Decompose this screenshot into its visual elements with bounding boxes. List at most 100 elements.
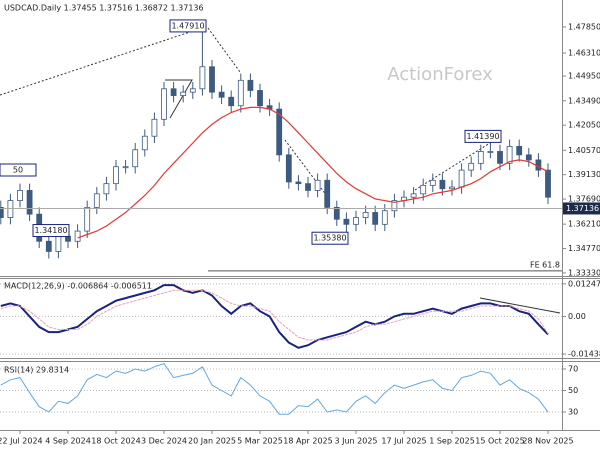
- candle-body: [228, 96, 235, 107]
- candle-body: [333, 206, 340, 220]
- candle-body: [132, 149, 139, 168]
- annotation-box: [32, 224, 70, 238]
- plot-layer: USDCAD.Daily 1.37455 1.37516 1.36872 1.3…: [0, 4, 600, 446]
- candle-body: [218, 91, 225, 98]
- x-tick-label: 15 Oct 2025: [475, 437, 524, 446]
- price-label-box: [563, 202, 600, 215]
- triangle: [165, 79, 193, 119]
- y-tick-label: 1.42050: [568, 121, 600, 130]
- annotation: 50: [13, 166, 23, 175]
- candle-body: [103, 183, 110, 195]
- x-tick-label: 17 Jul 2025: [381, 437, 426, 446]
- y-tick-label: 50: [568, 386, 578, 395]
- y-tick-label: 1.46310: [568, 49, 600, 58]
- panel-title: USDCAD.Daily 1.37455 1.37516 1.36872 1.3…: [4, 4, 204, 13]
- candle-body: [535, 159, 542, 171]
- x-tick-label: 3 Jun 2025: [334, 437, 377, 446]
- candle-body: [506, 145, 513, 164]
- series-line: [0, 363, 549, 415]
- candle-body: [458, 169, 465, 188]
- candle-body: [449, 186, 455, 190]
- candle-body: [439, 179, 446, 190]
- candle-body: [477, 151, 484, 164]
- annotation: 1.47910: [171, 21, 204, 30]
- drawings: [0, 26, 561, 314]
- panel-title: RSI(14) 29.8314: [4, 366, 69, 375]
- candle-body: [324, 179, 331, 208]
- x-tick-label: 28 Nov 2025: [522, 437, 573, 446]
- y-tick-label: 1.37690: [568, 195, 600, 204]
- candle-body: [237, 79, 244, 107]
- series-line: [0, 284, 549, 349]
- candle-body: [516, 145, 523, 156]
- annotation: 1.35380: [313, 234, 346, 243]
- candle-body: [247, 79, 254, 91]
- x-tick-label: 22 Jul 2024: [0, 437, 43, 446]
- y-tick-label: 1.34770: [568, 244, 600, 253]
- y-tick-label: 1.40570: [568, 146, 600, 155]
- x-tick-label: 18 Oct 2024: [91, 437, 140, 446]
- candle-body: [285, 154, 292, 183]
- y-tick-label: 1.44950: [568, 72, 600, 81]
- y-tick-label: 0.012472: [568, 279, 600, 288]
- y-tick-label: 1.43490: [568, 96, 600, 105]
- y-tick-label: 70: [568, 364, 578, 373]
- candle-body: [497, 151, 503, 164]
- candle-body: [189, 88, 196, 93]
- level-label: FE 61.8: [530, 260, 560, 269]
- watermark: ActionForex: [387, 64, 493, 85]
- candle-body: [381, 210, 388, 225]
- candle-body: [113, 166, 119, 185]
- candle-body: [7, 200, 14, 218]
- candle-body: [151, 118, 158, 137]
- candle-body: [410, 193, 417, 198]
- y-tick-label: 1.36210: [568, 220, 600, 229]
- x-tick-label: 20 Jan 2025: [188, 437, 236, 446]
- y-tick-label: 1.47850: [568, 22, 600, 31]
- candle-body: [257, 90, 263, 107]
- y-tick-label: 0.00: [568, 312, 586, 321]
- candle-body: [468, 162, 475, 171]
- candle-body: [17, 190, 23, 202]
- price-label: 1.37136: [566, 204, 599, 213]
- x-tick-label: 4 Sep 2024: [45, 437, 91, 446]
- candle-body: [0, 206, 4, 218]
- x-tick-label: 5 Mar 2025: [237, 437, 283, 446]
- panel-title: MACD(12,26,9) -0.006864 -0.006511: [4, 282, 152, 291]
- candle-body: [161, 88, 167, 120]
- candle-body: [343, 218, 350, 225]
- y-tick-label: 30: [568, 408, 578, 417]
- trend-line: [207, 27, 241, 73]
- candle-body: [170, 88, 177, 96]
- candle-body: [276, 108, 283, 156]
- candle-body: [314, 179, 321, 191]
- candle-body: [180, 91, 187, 96]
- trend-line: [284, 139, 331, 201]
- annotation-box: [464, 129, 502, 143]
- candle-body: [141, 135, 148, 151]
- candle-body: [429, 179, 436, 186]
- moving-average: [77, 106, 549, 239]
- annotation-box: [311, 231, 349, 245]
- annotation: 1.34180: [34, 226, 67, 235]
- candle-body: [372, 212, 379, 225]
- candle-body: [295, 181, 302, 185]
- annotation-box: [0, 163, 37, 177]
- series-line: [0, 289, 549, 341]
- candle-body: [545, 169, 551, 198]
- candle-body: [209, 66, 215, 93]
- y-tick-label: 1.39130: [568, 170, 600, 179]
- candle-body: [199, 66, 206, 90]
- candle-body: [26, 190, 33, 215]
- divergence-line: [479, 297, 561, 314]
- candle-body: [353, 217, 359, 225]
- candle-body: [93, 193, 100, 208]
- candle-body: [122, 166, 129, 169]
- x-tick-label: 18 Apr 2025: [283, 437, 332, 446]
- candle-body: [84, 206, 91, 232]
- candle-body: [55, 235, 62, 252]
- x-tick-label: 3 Dec 2024: [141, 437, 187, 446]
- candle-body: [45, 240, 52, 252]
